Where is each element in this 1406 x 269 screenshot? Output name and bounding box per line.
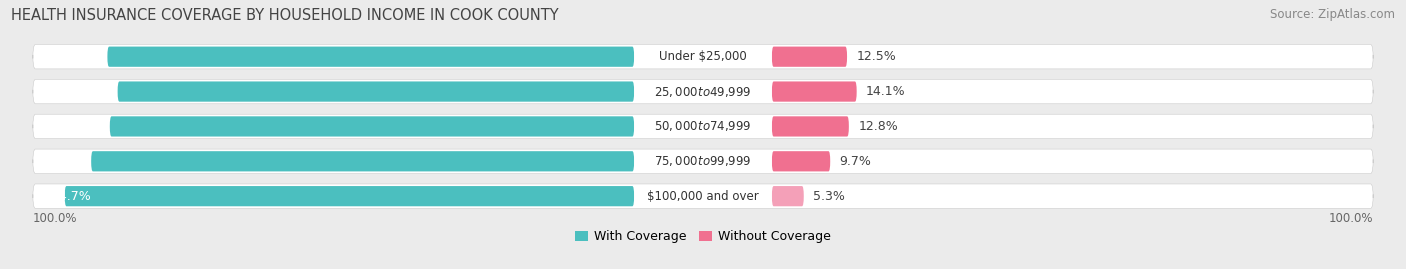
FancyBboxPatch shape <box>32 149 1374 174</box>
FancyBboxPatch shape <box>772 116 849 137</box>
Text: 94.7%: 94.7% <box>52 190 91 203</box>
FancyBboxPatch shape <box>91 151 634 171</box>
Text: $100,000 and over: $100,000 and over <box>647 190 759 203</box>
Text: 87.6%: 87.6% <box>52 50 91 63</box>
Text: Source: ZipAtlas.com: Source: ZipAtlas.com <box>1270 8 1395 21</box>
Text: 5.3%: 5.3% <box>813 190 845 203</box>
Text: 9.7%: 9.7% <box>839 155 872 168</box>
Text: 85.9%: 85.9% <box>52 85 91 98</box>
FancyBboxPatch shape <box>65 186 634 206</box>
FancyBboxPatch shape <box>634 187 772 206</box>
FancyBboxPatch shape <box>634 152 772 171</box>
Text: 100.0%: 100.0% <box>1329 212 1374 225</box>
Text: 12.8%: 12.8% <box>858 120 898 133</box>
FancyBboxPatch shape <box>32 184 1374 208</box>
FancyBboxPatch shape <box>107 47 634 67</box>
FancyBboxPatch shape <box>118 82 634 102</box>
FancyBboxPatch shape <box>772 47 846 67</box>
Text: $50,000 to $74,999: $50,000 to $74,999 <box>654 119 752 133</box>
Text: $75,000 to $99,999: $75,000 to $99,999 <box>654 154 752 168</box>
Text: $25,000 to $49,999: $25,000 to $49,999 <box>654 84 752 98</box>
FancyBboxPatch shape <box>772 82 856 102</box>
FancyBboxPatch shape <box>634 47 772 66</box>
Text: 87.2%: 87.2% <box>52 120 91 133</box>
FancyBboxPatch shape <box>772 151 830 171</box>
FancyBboxPatch shape <box>110 116 634 137</box>
FancyBboxPatch shape <box>634 82 772 101</box>
Text: 100.0%: 100.0% <box>32 212 77 225</box>
Text: Under $25,000: Under $25,000 <box>659 50 747 63</box>
Text: HEALTH INSURANCE COVERAGE BY HOUSEHOLD INCOME IN COOK COUNTY: HEALTH INSURANCE COVERAGE BY HOUSEHOLD I… <box>11 8 558 23</box>
FancyBboxPatch shape <box>772 186 804 206</box>
Text: 14.1%: 14.1% <box>866 85 905 98</box>
Text: 90.3%: 90.3% <box>52 155 91 168</box>
FancyBboxPatch shape <box>32 44 1374 69</box>
Legend: With Coverage, Without Coverage: With Coverage, Without Coverage <box>571 225 835 248</box>
FancyBboxPatch shape <box>32 79 1374 104</box>
Text: 12.5%: 12.5% <box>856 50 896 63</box>
FancyBboxPatch shape <box>634 117 772 136</box>
FancyBboxPatch shape <box>32 114 1374 139</box>
